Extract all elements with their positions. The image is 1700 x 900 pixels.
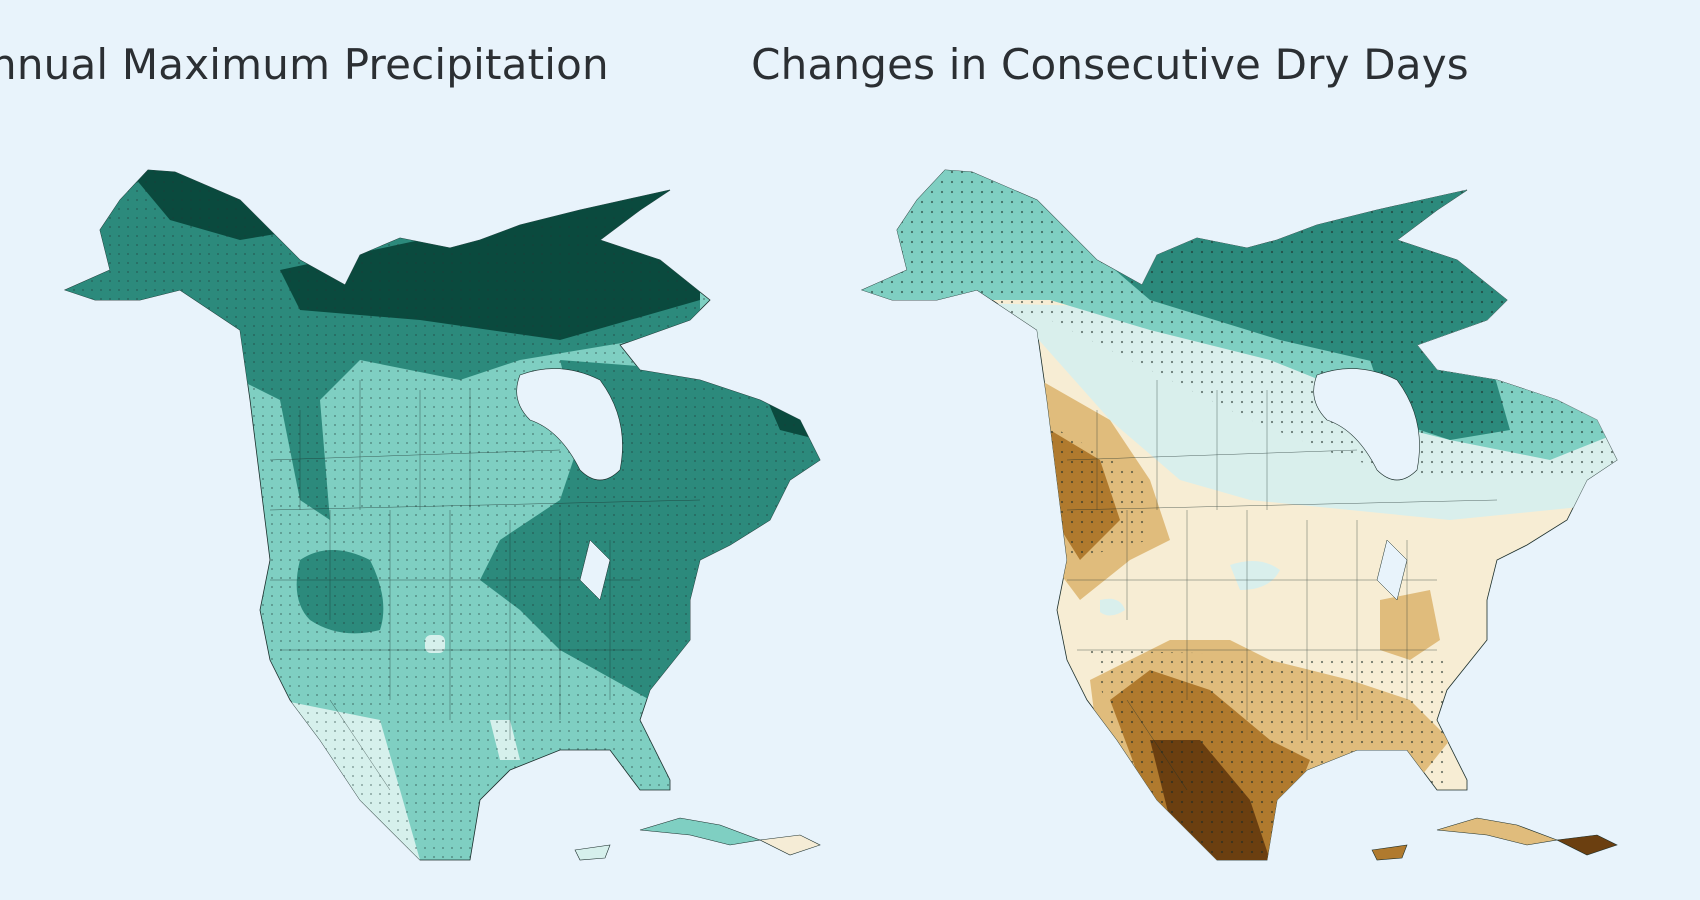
- north-america-landmass-left: [63, 169, 821, 861]
- precipitation-map: [63, 169, 821, 861]
- precipitation-map-panel: Annual Maximum Precipitation: [0, 40, 850, 861]
- dry-days-map-title-text: Changes in Consecutive Dry Days: [751, 40, 1469, 89]
- precipitation-map-title: Annual Maximum Precipitation: [0, 40, 850, 89]
- precipitation-map-title-text: Annual Maximum Precipitation: [0, 40, 609, 89]
- north-america-landmass-right: [860, 169, 1618, 861]
- dry-days-map-title: Changes in Consecutive Dry Days: [751, 40, 1700, 89]
- dry-days-map-panel: Changes in Consecutive Dry Days: [751, 0, 1700, 900]
- dry-days-map: [860, 169, 1618, 861]
